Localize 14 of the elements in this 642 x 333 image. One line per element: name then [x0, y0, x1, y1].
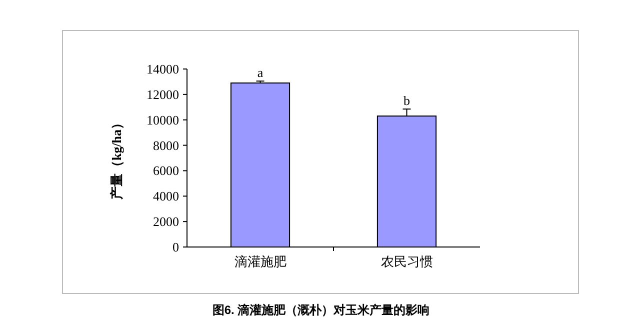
y-tick-label: 6000: [153, 163, 179, 178]
annotation: b: [404, 93, 410, 108]
y-tick-label: 4000: [153, 188, 179, 204]
y-tick-label: 14000: [146, 62, 179, 76]
annotation: a: [257, 65, 264, 80]
y-tick-label: 0: [172, 240, 179, 254]
y-tick-label: 12000: [146, 86, 179, 102]
x-tick-label: 农民习惯: [380, 254, 433, 269]
x-tick-label: 滴灌施肥: [234, 254, 286, 269]
y-axis-title: 产量（kg/ha）: [109, 116, 124, 201]
caption: 图6. 滴灌施肥（溉朴）对玉米产量的影响: [212, 303, 430, 317]
y-tick-label: 10000: [146, 112, 179, 128]
y-tick-label: 8000: [153, 138, 179, 153]
y-tick-label: 2000: [153, 214, 179, 230]
